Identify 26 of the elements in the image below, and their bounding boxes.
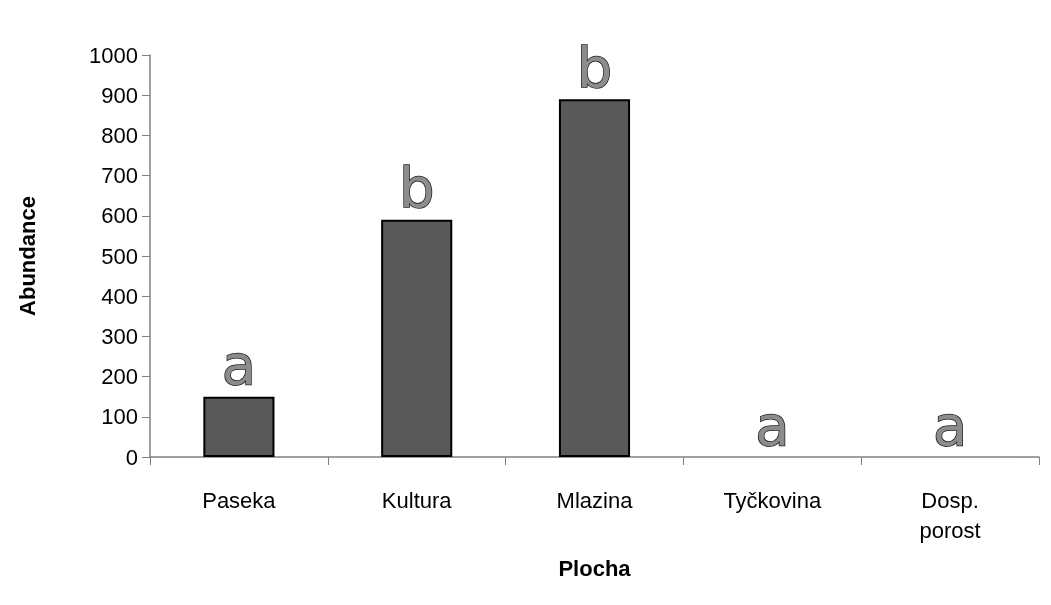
- y-tick-label: 600: [101, 203, 138, 229]
- x-tick-label: Kultura: [381, 487, 453, 513]
- y-tick-label: 900: [101, 82, 138, 108]
- y-tick-label: 200: [101, 364, 138, 390]
- y-tick-label: 500: [101, 243, 138, 269]
- y-tick-label: 800: [101, 122, 138, 148]
- y-tick-label: 300: [101, 323, 138, 349]
- annotation: b: [576, 34, 613, 100]
- y-tick-label: 1000: [89, 42, 138, 68]
- bar: [558, 99, 631, 457]
- annotation: b: [398, 155, 435, 221]
- annotation: a: [755, 392, 790, 458]
- bar: [203, 396, 275, 457]
- x-tick-label: Dosp. porost: [919, 487, 981, 543]
- x-tick-label: Tyčkovina: [723, 487, 822, 513]
- x-axis-title: Plocha: [558, 555, 632, 581]
- y-tick-label: 400: [101, 283, 138, 309]
- bar: [381, 219, 453, 457]
- y-tick-label: 100: [101, 404, 138, 430]
- y-axis-title: Abundance: [14, 196, 40, 316]
- y-tick-label: 0: [125, 444, 138, 470]
- annotation: a: [932, 392, 968, 458]
- y-tick-label: 700: [101, 163, 138, 189]
- x-tick-label: Mlazina: [556, 487, 634, 513]
- annotation: a: [221, 332, 257, 398]
- x-tick-label: Paseka: [202, 487, 277, 513]
